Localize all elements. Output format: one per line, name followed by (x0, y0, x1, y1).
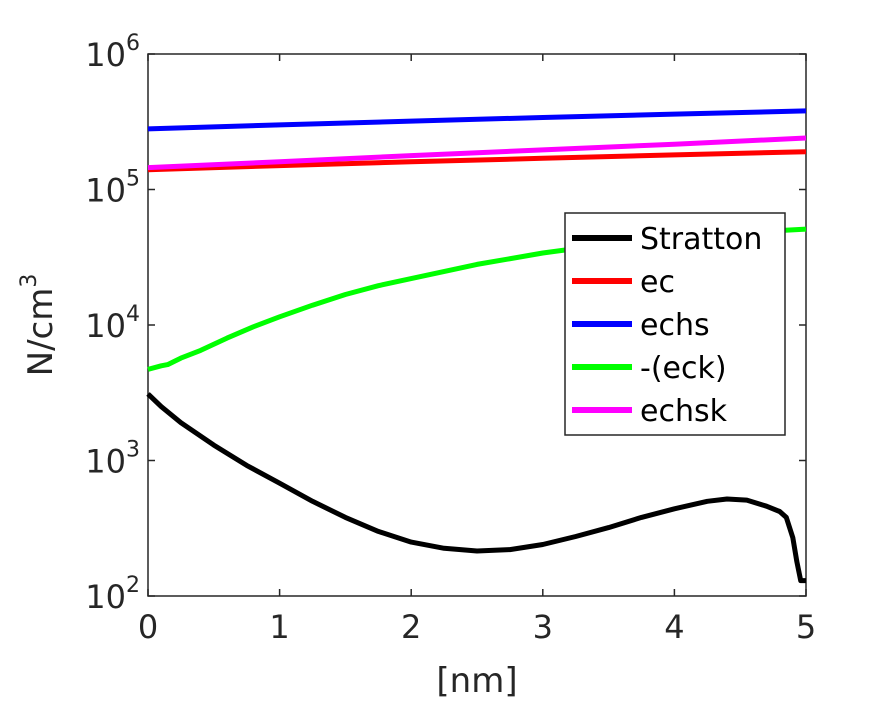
y-tick-label-exponent: 6 (126, 31, 140, 56)
y-tick-label: 103 (85, 438, 140, 481)
x-tick-label: 1 (269, 608, 289, 646)
legend-label-3: -(eck) (640, 351, 727, 386)
x-tick-label: 4 (664, 608, 684, 646)
legend: Stratton ec echs -(eck) echsk (564, 212, 786, 436)
y-tick-label: 105 (85, 167, 140, 210)
x-tick-label: 5 (796, 608, 816, 646)
y-tick-label-base: 10 (85, 172, 126, 210)
y-tick-label-exponent: 5 (126, 167, 140, 192)
y-tick-label-base: 10 (85, 578, 126, 616)
x-tick-label: 3 (533, 608, 553, 646)
legend-label-2: echs (640, 308, 710, 343)
x-tick-label: 0 (138, 608, 158, 646)
y-axis-label: N/cm3 (17, 274, 61, 377)
series-line-2 (147, 108, 807, 132)
y-tick-label-base: 10 (85, 36, 126, 74)
y-tick-label-base: 10 (85, 307, 126, 345)
y-axis-label-base: N/cm (21, 288, 61, 377)
y-tick-label-exponent: 4 (126, 302, 140, 327)
y-tick-label-exponent: 3 (126, 438, 140, 463)
series-layer (146, 108, 807, 584)
series-line-1 (147, 149, 807, 173)
series-line-4 (147, 135, 807, 171)
y-axis-label-exponent: 3 (17, 274, 42, 288)
x-tick-label: 2 (401, 608, 421, 646)
legend-label-1: ec (640, 265, 675, 300)
y-tick-label: 106 (85, 31, 140, 74)
legend-label-4: echsk (640, 394, 728, 429)
series-line-0 (146, 392, 806, 584)
legend-entries: Stratton ec echs -(eck) echsk (572, 222, 762, 429)
y-tick-label-exponent: 2 (126, 573, 140, 598)
x-axis-label: [nm] (436, 661, 517, 701)
y-tick-label: 104 (85, 302, 140, 345)
y-tick-label: 102 (85, 573, 140, 616)
legend-label-0: Stratton (640, 222, 762, 257)
y-tick-label-base: 10 (85, 443, 126, 481)
